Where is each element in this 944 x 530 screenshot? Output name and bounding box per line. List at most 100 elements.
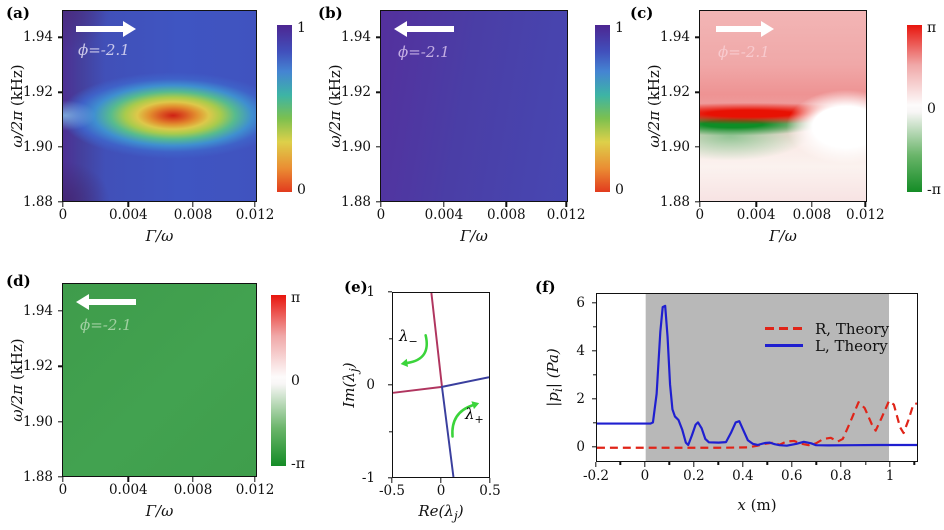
- pressure-chart: [597, 294, 917, 461]
- tick-label: 0.008: [792, 207, 832, 223]
- panel-a-heatmap: ϕ=-2.1: [62, 10, 257, 202]
- minor-tick-mark: [864, 462, 867, 465]
- tick-mark: [57, 91, 62, 94]
- panel-d-heatmap: ϕ=-2.1: [62, 283, 257, 477]
- panel-e-ytick-marks: [387, 291, 392, 479]
- panel-a-phi-annotation: ϕ=-2.1: [78, 41, 130, 59]
- flow-arrow-head: [400, 358, 409, 368]
- minor-tick-mark: [389, 337, 392, 340]
- tick-mark: [380, 202, 382, 207]
- panel-a-xtick-labels: 0 0.004 0.008 0.012: [58, 207, 275, 223]
- tick-label: 0: [291, 372, 300, 389]
- tick-label: 0.8: [829, 468, 852, 484]
- tick-label: -0.2: [582, 468, 610, 484]
- panel-b-ytick-marks: [375, 10, 380, 203]
- panel-d-xtick-marks: [62, 477, 257, 482]
- tick-mark: [375, 201, 380, 203]
- tick-mark: [62, 202, 64, 207]
- tick-label: -π: [291, 456, 305, 473]
- panel-c-xlabel: Γ/ω: [769, 227, 797, 245]
- panel-f-label: (f): [535, 278, 556, 296]
- tick-mark: [192, 477, 194, 482]
- panel-d-label: (d): [6, 272, 31, 290]
- tick-label: -1: [361, 470, 375, 486]
- panel-e-label: (e): [344, 278, 368, 296]
- tick-mark: [62, 477, 64, 482]
- tick-label: 0: [58, 207, 68, 223]
- tick-label: 0: [376, 207, 386, 223]
- lambda-minus-annotation: λ−: [399, 327, 418, 348]
- flow-arrow-head: [471, 401, 480, 410]
- tick-label: 0.004: [108, 482, 148, 498]
- colorbar-d-labels: π 0 -π: [288, 290, 308, 472]
- colorbar-b: [595, 25, 610, 192]
- tick-mark: [57, 146, 62, 148]
- tick-mark: [864, 202, 867, 207]
- tick-label: 1.92: [22, 84, 53, 101]
- tick-mark: [440, 478, 442, 483]
- panel-c-label: (c): [630, 4, 654, 22]
- tick-mark: [391, 478, 393, 483]
- tick-label: 0: [366, 377, 375, 393]
- tick-mark: [505, 202, 508, 207]
- tick-label: 0.004: [424, 207, 464, 223]
- tick-label: 1: [297, 20, 306, 37]
- arrow-left-icon: [76, 294, 136, 310]
- panel-d-xlabel: Γ/ω: [145, 502, 174, 520]
- panel-e-plot: λ− λ+: [392, 292, 490, 478]
- panel-e-xtick-labels: -0.5 0 0.5: [379, 483, 501, 499]
- tick-label: 1.94: [659, 29, 690, 46]
- tick-mark: [565, 202, 567, 207]
- tick-mark: [387, 291, 392, 293]
- panel-b-xlabel: Γ/ω: [460, 227, 488, 245]
- panel-c-heatmap: ϕ=-2.1: [699, 10, 867, 202]
- tick-mark: [694, 36, 699, 39]
- tick-label: 0.008: [173, 482, 213, 498]
- tick-label: 0: [58, 482, 68, 498]
- tick-mark: [595, 462, 597, 467]
- tick-mark: [791, 462, 793, 467]
- legend-label-l: L, Theory: [815, 336, 888, 355]
- eigenvalue-chart: [393, 293, 489, 477]
- panel-b-xtick-marks: [380, 202, 568, 207]
- minor-tick-mark: [593, 325, 596, 328]
- tick-label: 0: [436, 483, 446, 499]
- tick-label: 0.5: [479, 483, 501, 499]
- tick-label: 0: [615, 182, 624, 199]
- tick-mark: [694, 201, 699, 203]
- tick-mark: [811, 202, 813, 207]
- tick-mark: [694, 146, 699, 148]
- legend-label-r: R, Theory: [815, 319, 890, 338]
- panel-d-ytick-marks: [57, 283, 62, 478]
- colorbar-c-labels: π 0 -π: [924, 20, 944, 198]
- panel-b-phi-annotation: ϕ=-2.1: [398, 43, 450, 61]
- panel-c-xtick-labels: 0 0.004 0.008 0.012: [696, 207, 885, 223]
- tick-mark: [127, 477, 129, 482]
- panel-a-xtick-marks: [62, 202, 257, 207]
- tick-mark: [693, 462, 695, 467]
- panel-b-ytick-labels: 1.94 1.92 1.90 1.88: [341, 10, 374, 210]
- tick-mark: [127, 202, 129, 207]
- series-lambda-plus: [441, 376, 489, 477]
- tick-mark: [254, 202, 256, 207]
- tick-label: 0.6: [781, 468, 803, 484]
- minor-tick-mark: [668, 462, 671, 465]
- tick-label: 0: [927, 100, 936, 117]
- tick-label: 0.012: [546, 207, 586, 223]
- minor-tick-mark: [717, 462, 720, 465]
- tick-mark: [375, 146, 380, 148]
- tick-label: 1: [366, 284, 375, 300]
- tick-label: 0: [576, 438, 585, 455]
- tick-label: 0: [297, 182, 306, 199]
- legend-red-dashed-line: [765, 327, 803, 330]
- panel-c-ytick-labels: 1.94 1.92 1.90 1.88: [659, 10, 693, 210]
- tick-mark: [489, 478, 491, 483]
- tick-label: π: [927, 20, 937, 37]
- tick-label: 0.012: [845, 207, 885, 223]
- legend-item-r: R, Theory: [765, 319, 890, 338]
- tick-label: 1.90: [22, 413, 53, 430]
- tick-mark: [57, 201, 62, 203]
